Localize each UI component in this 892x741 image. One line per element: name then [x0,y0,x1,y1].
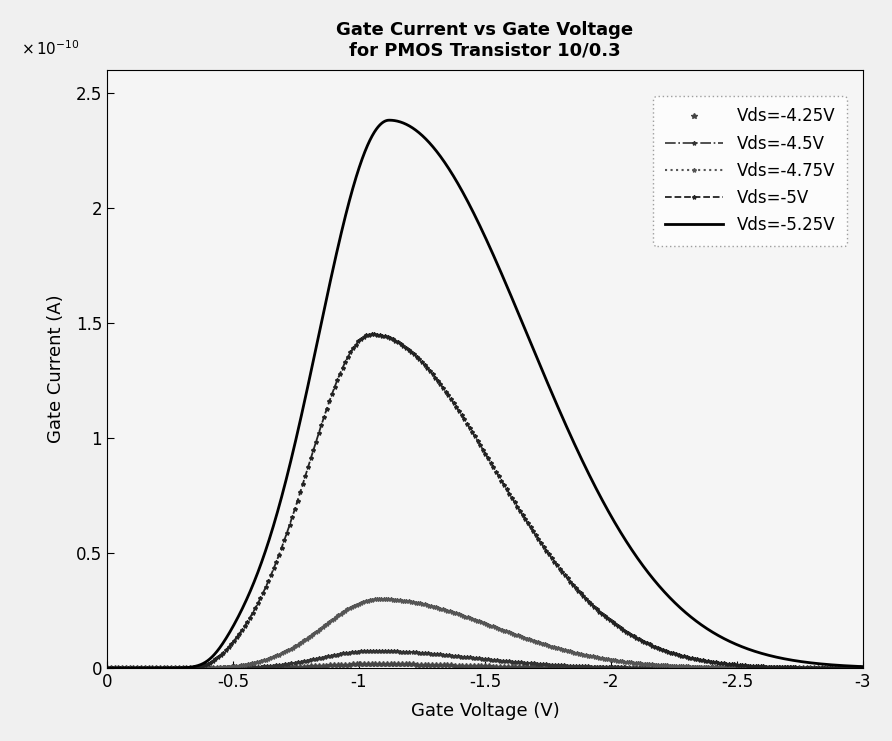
Line: Vds=-4.25V: Vds=-4.25V [104,661,866,671]
Vds=-5V [836,664,847,673]
Vds=-4.5V [140,664,151,673]
Vds=-4.5V [450,651,460,660]
Line: Vds=-4.5V: Vds=-4.5V [105,649,865,671]
Vds=-5.25V [140,664,151,673]
Vds=-5V [140,664,151,673]
Vds=-4.5V [102,664,112,673]
Text: $\times\,10^{-10}$: $\times\,10^{-10}$ [21,40,79,59]
Vds=-4.5V [367,646,377,655]
Vds=-4.75V [836,664,847,673]
Vds=-4.25V [698,664,708,673]
Vds=-5.25V [836,661,847,670]
Vds=-5V [367,330,377,339]
Vds=-4.5V [469,654,480,662]
Vds=-5.25V [698,621,708,630]
Y-axis label: Gate Current (A): Gate Current (A) [46,294,64,443]
Vds=-4.25V [367,659,377,668]
Line: Vds=-5V: Vds=-5V [105,332,865,671]
Vds=-4.75V [450,608,460,617]
Vds=-5.25V [102,664,112,673]
Vds=-5V [469,432,480,441]
Vds=-4.25V [140,664,151,673]
Vds=-4.5V [857,664,868,673]
Vds=-5.25V [857,662,868,671]
Vds=-4.75V [469,616,480,625]
Vds=-5V [698,656,708,665]
Vds=-4.5V [836,664,847,673]
Vds=-4.75V [836,664,847,673]
Vds=-5V [450,400,460,409]
Vds=-4.25V [857,664,868,673]
Vds=-4.25V [102,664,112,673]
Vds=-4.75V [140,664,151,673]
Vds=-4.75V [374,595,384,604]
Vds=-5.25V [450,174,460,183]
Vds=-5.25V [469,211,480,220]
Vds=-4.25V [469,662,480,671]
Vds=-4.75V [698,662,708,671]
Title: Gate Current vs Gate Voltage
for PMOS Transistor 10/0.3: Gate Current vs Gate Voltage for PMOS Tr… [336,21,633,59]
Vds=-4.25V [836,664,847,673]
Vds=-5.25V [836,661,847,670]
Vds=-5.25V [384,116,394,124]
X-axis label: Gate Voltage (V): Gate Voltage (V) [410,702,559,720]
Vds=-4.25V [836,664,847,673]
Vds=-5V [857,664,868,673]
Line: Vds=-4.75V: Vds=-4.75V [105,597,865,671]
Legend: Vds=-4.25V, Vds=-4.5V, Vds=-4.75V, Vds=-5V, Vds=-5.25V: Vds=-4.25V, Vds=-4.5V, Vds=-4.75V, Vds=-… [654,96,847,246]
Vds=-5V [836,664,847,673]
Vds=-5V [102,664,112,673]
Vds=-4.75V [857,664,868,673]
Line: Vds=-5.25V: Vds=-5.25V [107,120,863,668]
Vds=-4.25V [450,661,460,670]
Vds=-4.75V [102,664,112,673]
Vds=-4.5V [836,664,847,673]
Vds=-4.5V [698,664,708,673]
